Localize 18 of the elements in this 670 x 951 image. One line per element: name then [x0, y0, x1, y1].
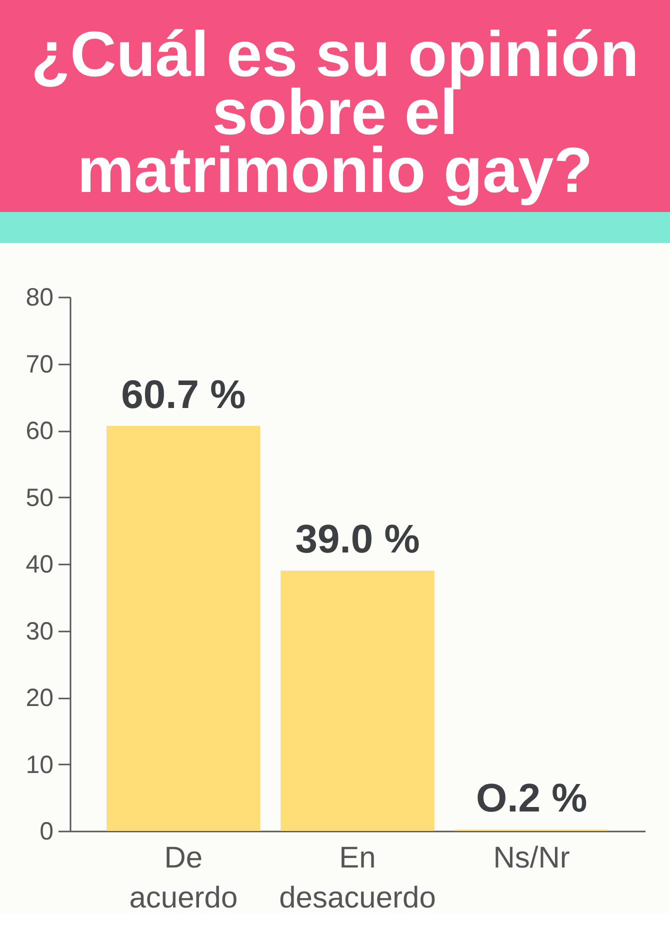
- y-tick-label: 80: [26, 284, 54, 312]
- y-tick-label: 10: [26, 750, 54, 779]
- bar: [106, 426, 260, 831]
- y-tick-label: 30: [26, 617, 54, 646]
- data-label: O.2 %: [476, 776, 588, 821]
- y-tick-label: 60: [26, 417, 54, 445]
- data-label: 39.0 %: [295, 518, 420, 562]
- x-tick-label: En desacuerdo: [279, 842, 436, 914]
- x-tick-label: De acuerdo: [129, 842, 238, 914]
- y-tick-label: 70: [26, 350, 54, 378]
- x-tick-label: Ns/Nr: [493, 842, 570, 874]
- y-tick-label: 50: [26, 484, 54, 512]
- y-tick-label: 0: [40, 818, 54, 846]
- data-label: 60.7 %: [121, 372, 246, 417]
- y-tick-label: 20: [26, 684, 54, 712]
- y-tick-label: 40: [26, 550, 54, 578]
- chart-title: ¿Cuál es su opinión sobre el matrimonio gay?: [30, 18, 640, 206]
- bar: [280, 570, 434, 831]
